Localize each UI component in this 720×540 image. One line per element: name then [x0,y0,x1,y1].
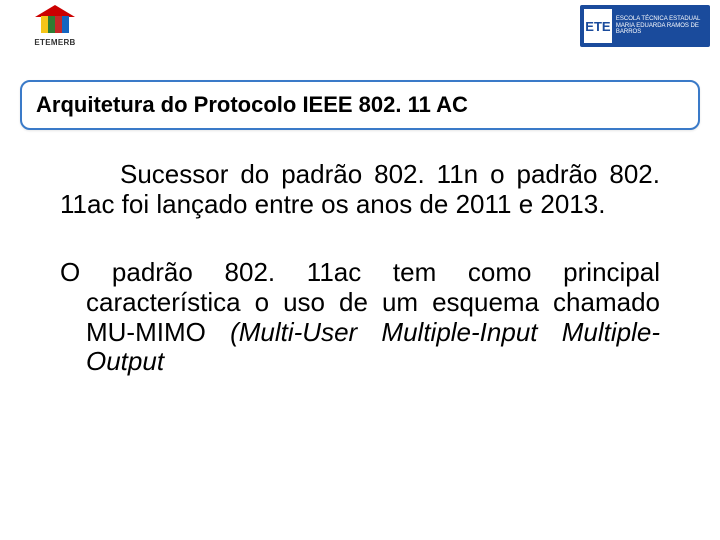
slide-header: ETEMERB ETE ESCOLA TÉCNICA ESTADUAL MARI… [0,0,720,55]
logo-right-text: ESCOLA TÉCNICA ESTADUAL MARIA EDUARDA RA… [616,16,706,36]
paragraph-2: O padrão 802. 11ac tem como principal ca… [60,258,660,378]
slide-title: Arquitetura do Protocolo IEEE 802. 11 AC [36,92,684,118]
stripe [55,16,62,33]
logo-ete: ETE ESCOLA TÉCNICA ESTADUAL MARIA EDUARD… [580,5,710,47]
logo-right-abbr: ETE [584,9,612,43]
slide-content: Sucessor do padrão 802. 11n o padrão 802… [0,130,720,377]
stripe [48,16,55,33]
title-bar: Arquitetura do Protocolo IEEE 802. 11 AC [20,80,700,130]
logo-right-line2: MARIA EDUARDA RAMOS DE BARROS [616,23,706,36]
house-icon [37,5,73,12]
logo-left-label: ETEMERB [34,38,75,47]
paragraph-1: Sucessor do padrão 802. 11n o padrão 802… [60,160,660,220]
stripe [41,16,48,33]
stripe [62,16,69,33]
logo-etemerb: ETEMERB [10,5,100,47]
logo-right-line1: ESCOLA TÉCNICA ESTADUAL [616,16,706,23]
